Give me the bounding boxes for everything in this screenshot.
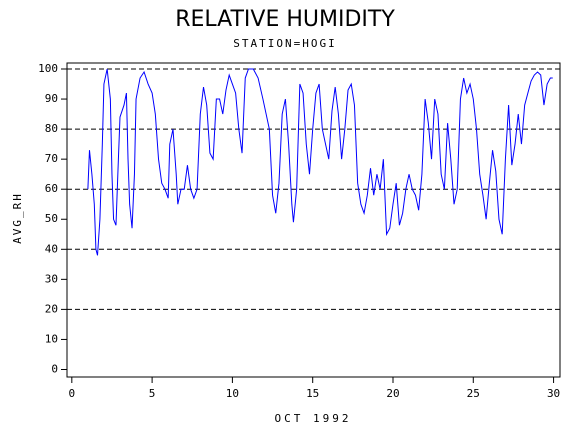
x-tick-label: 25 (467, 387, 480, 400)
chart-title: RELATIVE HUMIDITY (175, 7, 395, 32)
x-tick-label: 30 (547, 387, 560, 400)
y-tick-label: 80 (45, 122, 58, 135)
y-tick-label: 60 (45, 182, 58, 195)
y-tick-label: 30 (45, 272, 58, 285)
y-tick-label: 90 (45, 92, 58, 105)
y-tick-label: 100 (38, 62, 58, 75)
chart-subtitle: STATION=HOGI (233, 37, 336, 50)
x-tick-label: 20 (386, 387, 399, 400)
x-tick-label: 10 (226, 387, 239, 400)
y-axis-label: AVG_RH (11, 192, 24, 244)
y-tick-label: 10 (45, 332, 58, 345)
y-tick-label: 40 (45, 242, 58, 255)
x-tick-label: 5 (149, 387, 156, 400)
y-tick-label: 50 (45, 212, 58, 225)
x-tick-label: 15 (306, 387, 319, 400)
y-tick-label: 20 (45, 302, 58, 315)
x-axis-label: OCT 1992 (275, 412, 352, 425)
x-tick-label: 0 (69, 387, 76, 400)
data-line (87, 68, 553, 256)
plot-frame (66, 62, 561, 378)
y-tick-label: 0 (51, 362, 58, 375)
y-tick-label: 70 (45, 152, 58, 165)
